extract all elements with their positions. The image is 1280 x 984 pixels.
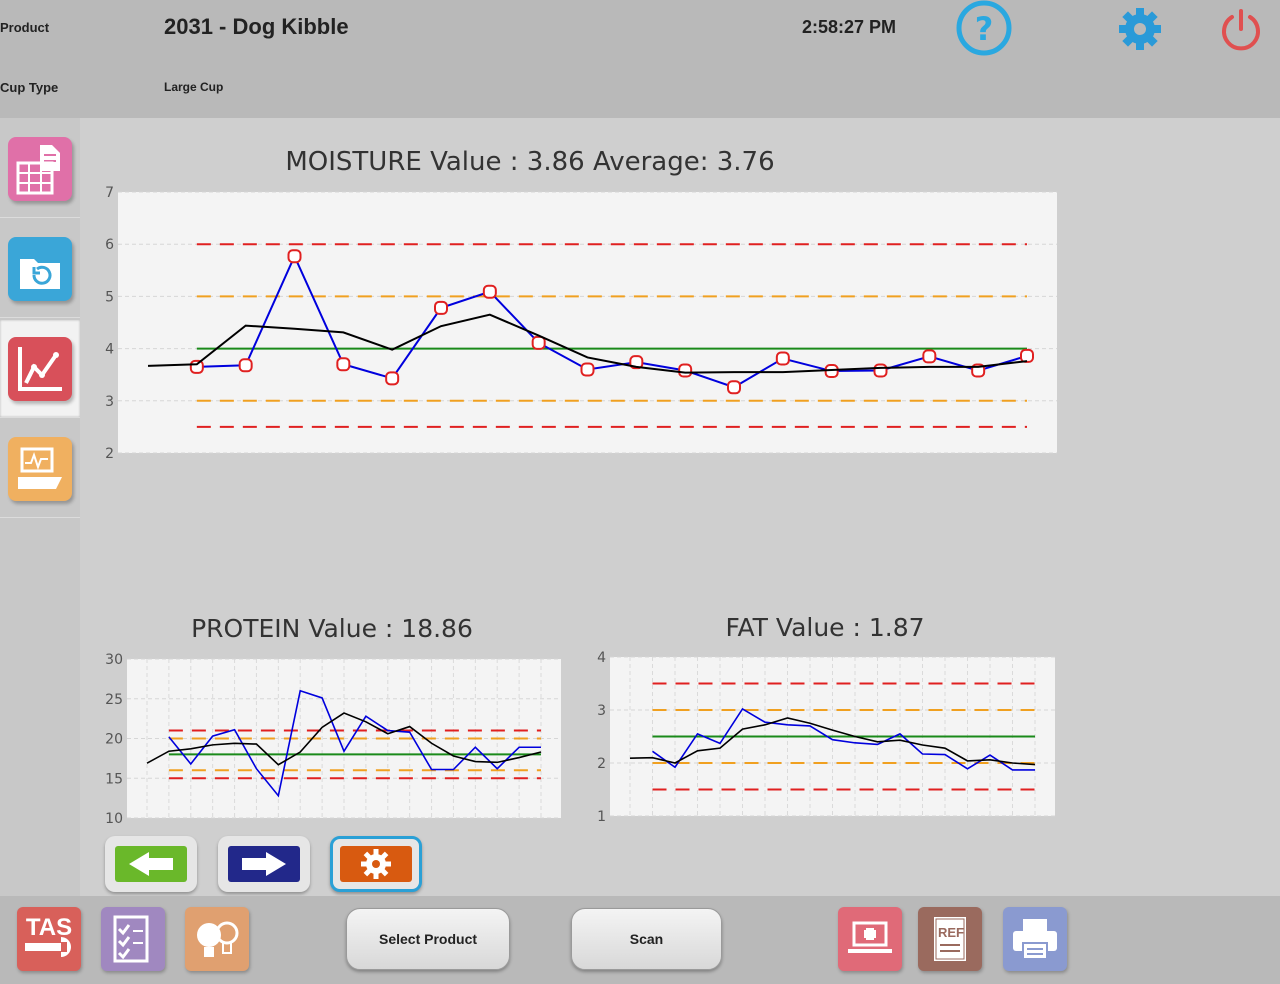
scanner-monitor-icon bbox=[8, 437, 72, 501]
tas-icon[interactable]: TAS bbox=[17, 907, 81, 971]
fat-y-tick-label: 2 bbox=[597, 756, 606, 772]
gear-icon bbox=[1119, 8, 1161, 50]
help-icon: ? bbox=[956, 0, 1012, 56]
moisture-plot-area bbox=[118, 192, 1057, 453]
checklist-icon[interactable] bbox=[101, 907, 165, 971]
moisture-value-marker bbox=[336, 357, 351, 372]
svg-text:?: ? bbox=[975, 10, 994, 48]
protein-y-tick-label: 10 bbox=[105, 811, 123, 827]
protein-chart-title: PROTEIN Value : 18.86 bbox=[191, 614, 473, 643]
sidebar-item-scanner[interactable] bbox=[0, 420, 80, 518]
fat-average-line bbox=[629, 717, 1036, 766]
moisture-value-marker bbox=[922, 349, 937, 364]
moisture-value-marker bbox=[287, 249, 302, 264]
lightbulb-icon[interactable] bbox=[185, 907, 249, 971]
arrow-left-icon bbox=[115, 846, 187, 882]
fat-chart-title: FAT Value : 1.87 bbox=[725, 613, 924, 642]
moisture-y-tick-label: 6 bbox=[105, 237, 114, 253]
moisture-chart-title: MOISTURE Value : 3.86 Average: 3.76 bbox=[285, 147, 774, 177]
moisture-value-marker bbox=[189, 359, 204, 374]
select-product-button[interactable]: Select Product bbox=[346, 908, 510, 970]
moisture-value-marker bbox=[482, 284, 497, 299]
moisture-value-marker bbox=[629, 355, 644, 370]
moisture-value-marker bbox=[775, 351, 790, 366]
fat-y-tick-label: 3 bbox=[597, 703, 606, 719]
protein-y-tick-label: 30 bbox=[105, 652, 123, 668]
clock-time: 2:58:27 PM bbox=[802, 17, 897, 37]
back-button[interactable] bbox=[105, 836, 197, 892]
power-icon bbox=[1222, 9, 1260, 51]
gear-icon bbox=[340, 846, 412, 882]
moisture-value-marker bbox=[678, 363, 693, 378]
moisture-y-tick-label: 4 bbox=[105, 342, 114, 358]
sidebar-item-trend[interactable] bbox=[0, 320, 80, 418]
protein-y-tick-label: 20 bbox=[105, 732, 123, 748]
charts-canvas: 2 3 4 5 6 7 MOISTURE Value : 3.86 Average: 3.7… bbox=[105, 147, 1057, 827]
cup-type-label: Cup Type bbox=[0, 80, 59, 95]
moisture-value-marker bbox=[385, 371, 400, 386]
ref-text: REF bbox=[938, 925, 964, 940]
tas-logo-text: TAS bbox=[26, 914, 72, 941]
report-icon bbox=[8, 137, 72, 201]
moisture-value-marker bbox=[434, 300, 448, 315]
moisture-y-tick-label: 3 bbox=[105, 394, 114, 410]
ref-book-icon[interactable]: REF bbox=[918, 907, 982, 971]
laptop-medical-icon[interactable] bbox=[838, 907, 902, 971]
moisture-y-tick-label: 2 bbox=[105, 446, 114, 462]
moisture-value-marker bbox=[1020, 348, 1034, 363]
main-panel: 2 3 4 5 6 7 MOISTURE Value : 3.86 Average: 3.7… bbox=[80, 118, 1280, 896]
protein-average-line bbox=[146, 712, 542, 766]
moisture-value-marker bbox=[531, 335, 546, 350]
protein-y-tick-label: 25 bbox=[105, 692, 123, 708]
fat-value-line bbox=[652, 707, 1035, 771]
help-button[interactable]: ? bbox=[954, 0, 1014, 58]
product-value: 2031 - Dog Kibble bbox=[164, 14, 349, 39]
fat-y-tick-label: 4 bbox=[597, 650, 606, 666]
moisture-average-line bbox=[147, 313, 1028, 374]
sidebar-item-report[interactable] bbox=[0, 120, 80, 218]
printer-icon[interactable] bbox=[1003, 907, 1067, 971]
forward-button[interactable] bbox=[218, 836, 310, 892]
trend-chart-icon bbox=[8, 337, 72, 401]
moisture-value-marker bbox=[238, 358, 253, 373]
settings-button[interactable] bbox=[1116, 5, 1164, 53]
moisture-value-marker bbox=[727, 380, 741, 395]
protein-y-tick-label: 15 bbox=[105, 771, 123, 787]
fat-y-tick-label: 1 bbox=[597, 809, 606, 825]
moisture-value-marker bbox=[580, 362, 595, 377]
scan-button[interactable]: Scan bbox=[571, 908, 722, 970]
product-label: Product bbox=[0, 20, 50, 35]
protein-value-line bbox=[168, 689, 541, 798]
chart-settings-button[interactable] bbox=[330, 836, 422, 892]
moisture-value-marker bbox=[873, 363, 888, 378]
footer-toolbar: TAS Select Product Scan bbox=[0, 896, 1280, 984]
moisture-y-tick-label: 5 bbox=[105, 289, 114, 305]
sidebar bbox=[0, 118, 80, 896]
sidebar-item-history[interactable] bbox=[0, 220, 80, 318]
power-button[interactable] bbox=[1218, 5, 1264, 53]
moisture-y-tick-label: 7 bbox=[105, 185, 114, 201]
arrow-right-icon bbox=[228, 846, 300, 882]
cup-type-value: Large Cup bbox=[164, 80, 224, 94]
history-folder-icon bbox=[8, 237, 72, 301]
